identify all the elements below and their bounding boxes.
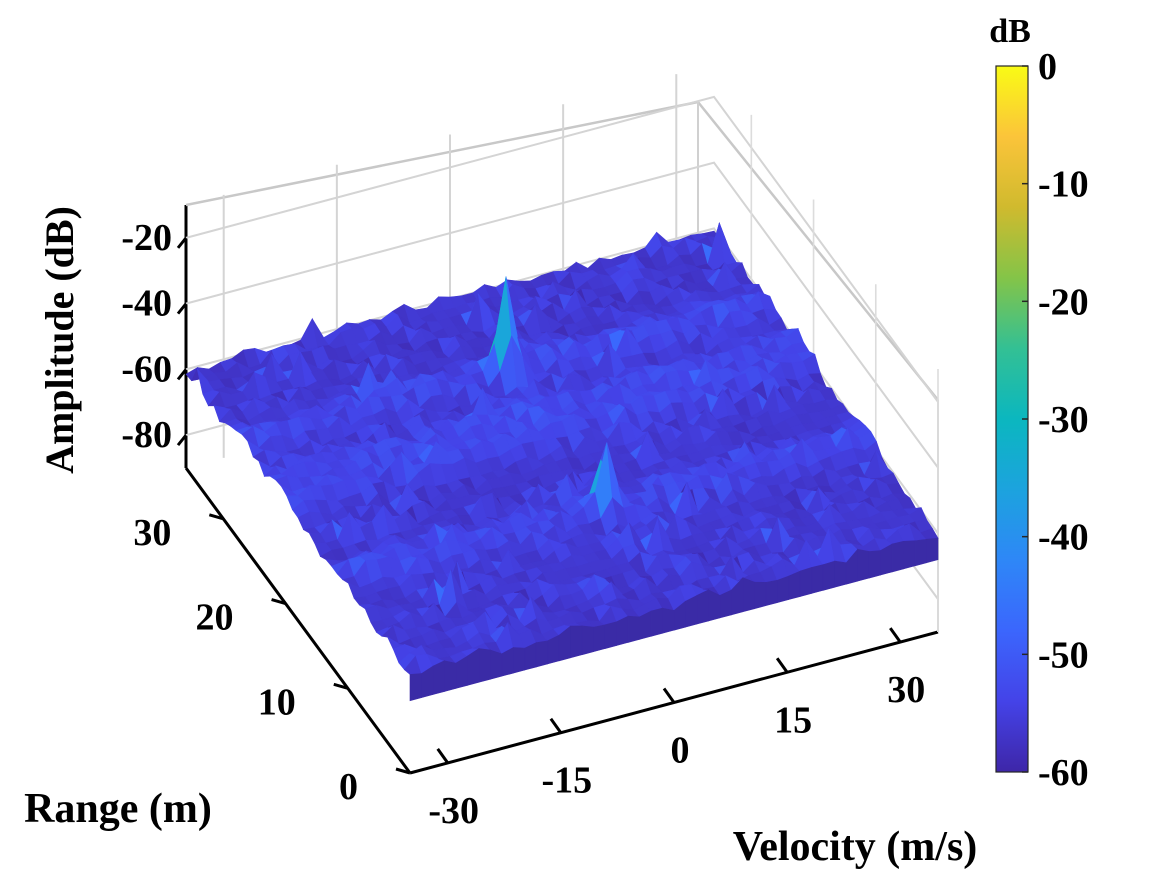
velocity-tick-mark bbox=[436, 748, 449, 764]
surface-skirt bbox=[742, 577, 755, 613]
surface-skirt bbox=[570, 625, 583, 659]
colorbar-tick-label: -10 bbox=[1038, 164, 1089, 206]
colorbar-tick-label: 0 bbox=[1038, 46, 1057, 88]
range-axis-title: Range (m) bbox=[24, 786, 212, 832]
velocity-tick-label: -15 bbox=[542, 760, 593, 802]
surface-skirt bbox=[650, 607, 663, 637]
surface-skirt bbox=[857, 548, 870, 582]
colorbar-label: dB bbox=[989, 13, 1031, 50]
surface-skirt bbox=[685, 594, 698, 628]
surface-skirt bbox=[799, 567, 813, 597]
surface-skirt bbox=[444, 660, 457, 692]
colorbar-tick-label: -50 bbox=[1038, 634, 1089, 676]
surface-skirt bbox=[765, 579, 778, 607]
surface-skirt bbox=[627, 615, 640, 643]
velocity-tick-mark bbox=[775, 657, 789, 674]
surface-skirt bbox=[593, 624, 606, 653]
surface-skirt bbox=[662, 607, 675, 634]
velocity-axis-title: Velocity (m/s) bbox=[733, 824, 978, 870]
surface-skirt bbox=[754, 581, 767, 610]
colorbar-tick-label: -60 bbox=[1038, 752, 1089, 794]
surface-skirt bbox=[604, 621, 617, 649]
surface-skirt bbox=[834, 560, 847, 588]
back-top-edge bbox=[185, 100, 699, 207]
z-tick-mark bbox=[176, 434, 188, 447]
surface-mesh bbox=[185, 221, 939, 702]
velocity-tick-label: -30 bbox=[428, 790, 479, 832]
colorbar-tick-label: -30 bbox=[1038, 399, 1089, 441]
colorbar-tick-label: -40 bbox=[1038, 517, 1089, 559]
range-tick-label: 10 bbox=[258, 681, 296, 723]
z-tick-label: -60 bbox=[121, 348, 172, 390]
velocity-tick-label: 0 bbox=[671, 730, 690, 772]
surface-skirt bbox=[903, 540, 916, 570]
surface-skirt bbox=[478, 648, 491, 683]
surface-skirt bbox=[914, 538, 927, 567]
velocity-tick-mark bbox=[662, 687, 676, 704]
surface-skirt bbox=[409, 673, 422, 702]
range-tick-label: 20 bbox=[196, 597, 234, 639]
surface-skirt bbox=[708, 589, 721, 622]
velocity-tick-mark bbox=[549, 717, 563, 734]
surface-skirt bbox=[535, 640, 549, 668]
surface-skirt bbox=[811, 564, 824, 594]
grid-line-amplitude bbox=[185, 161, 939, 469]
surface-skirt bbox=[822, 560, 835, 591]
range-tick-mark bbox=[208, 513, 224, 521]
surface-skirt bbox=[788, 570, 801, 600]
range-tick-mark bbox=[333, 682, 349, 690]
velocity-tick-mark bbox=[889, 627, 902, 643]
surface-skirt bbox=[432, 660, 445, 695]
z-tick-label: -20 bbox=[121, 217, 172, 259]
velocity-tick-label: 30 bbox=[887, 669, 925, 711]
z-tick-label: -80 bbox=[121, 414, 172, 456]
range-tick-label: 0 bbox=[339, 766, 358, 808]
surface-skirt bbox=[696, 589, 709, 625]
surface-skirt bbox=[868, 550, 881, 579]
colorbar: dB 0 -10 -20 -30 -40 -50 -60 bbox=[989, 13, 1088, 794]
z-tick-label: -40 bbox=[121, 283, 172, 325]
range-tick-label: 30 bbox=[133, 512, 171, 554]
z-tick-mark bbox=[176, 236, 188, 249]
surface-skirt bbox=[513, 647, 526, 674]
surface-skirt bbox=[777, 575, 790, 603]
range-tick-mark bbox=[271, 598, 286, 605]
velocity-tick-label: 15 bbox=[774, 699, 812, 741]
z-tick-mark bbox=[176, 302, 188, 315]
z-tick-mark bbox=[176, 368, 188, 381]
surface-skirt bbox=[581, 625, 594, 656]
range-tick-mark bbox=[395, 767, 411, 775]
surface-skirt bbox=[891, 540, 904, 573]
right-top-edge bbox=[697, 101, 939, 401]
z-axis-title: Amplitude (dB) bbox=[37, 206, 82, 474]
surface-skirt bbox=[490, 649, 503, 680]
colorbar-tick-label: -20 bbox=[1038, 281, 1089, 323]
grid-line-amplitude bbox=[185, 95, 939, 403]
surface-skirt bbox=[926, 537, 939, 564]
